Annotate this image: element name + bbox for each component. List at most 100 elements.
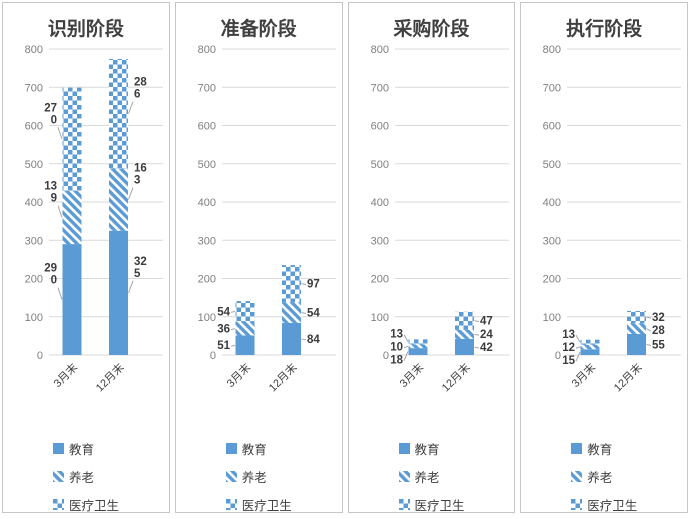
y-tick-label: 200 [370,274,388,286]
data-label: 42 [480,342,493,354]
data-label: 84 [307,334,320,346]
data-labels: 54 36 51 97 54 84 [217,279,320,353]
legend-swatch-diagonal-stripe-icon [398,471,410,482]
data-label: 12 [562,342,575,354]
label-leader-line [403,334,408,343]
data-label: 29 0 [44,263,57,287]
y-tick-label: 300 [370,235,388,247]
label-leader-line [646,316,652,319]
y-tick-label: 700 [543,82,561,94]
gridlines [394,48,509,356]
label-leader-line [301,338,306,341]
label-leader-line [403,351,408,361]
y-axis-labels: 0 100 200 300 400 500 600 700 800 [543,44,561,362]
data-label: 36 [217,324,230,336]
y-tick-label: 100 [543,312,561,324]
y-tick-label: 0 [382,350,388,362]
legend-swatch-solid-icon [398,443,410,454]
data-label: 55 [652,339,665,351]
data-label: 13 9 [44,180,57,204]
y-tick-label: 700 [197,82,215,94]
bar-segment-solid [235,335,255,355]
y-tick-label: 500 [543,159,561,171]
bar-segment-checker [627,311,647,324]
chart-title: 识别阶段 [47,19,124,40]
bar-segment-checker [235,301,255,322]
legend-item: 医疗卫生 [53,495,167,513]
label-leader-line [128,187,134,200]
data-label: 32 [652,312,665,324]
chart-legend: 教育 养老 医疗卫生 [571,439,685,512]
legend-swatch-checker-icon [398,499,410,510]
chart-panel-2: 准备阶段 0 100 200 300 400 500 600 700 800 54 36 51 97 54… [174,2,343,513]
y-tick-label: 500 [25,159,43,171]
bar-segment-diagonal-stripe [580,344,600,350]
legend-item: 教育 [225,439,340,458]
label-leader-line [646,343,652,346]
legend-label: 教育 [587,443,613,457]
y-tick-label: 400 [370,197,388,209]
data-label: 47 [480,316,493,328]
legend-item: 医疗卫生 [571,495,685,512]
chart-legend: 教育 养老 医疗卫生 [398,439,513,513]
bars [62,58,128,355]
legend-label: 教育 [414,443,440,457]
chart-title: 准备阶段 [220,19,297,40]
legend-label: 医疗卫生 [414,499,465,513]
x-axis-labels: 3月末 12月末 [569,360,645,394]
y-tick-label: 800 [543,44,561,56]
data-labels: 27 0 13 9 29 0 28 6 16 3 32 5 [44,77,147,300]
legend-swatch-solid-icon [225,443,237,454]
data-label: 18 [390,355,403,367]
y-tick-label: 300 [197,235,215,247]
label-leader-line [575,334,581,343]
data-label: 28 [652,325,665,337]
label-leader-line [301,312,306,315]
bar-segment-solid [454,338,474,355]
label-leader-line [128,280,134,294]
gridlines [567,48,682,356]
bar-segment-diagonal-stripe [235,321,255,336]
legend-label: 医疗卫生 [69,499,120,513]
chart-legend: 教育 养老 医疗卫生 [225,439,340,512]
legend-item: 教育 [571,439,685,458]
label-leader-line [575,351,581,362]
bar-segment-solid [408,348,427,355]
y-axis-labels: 0 100 200 300 400 500 600 700 800 [197,44,215,362]
label-leader-line [576,346,581,349]
data-label: 10 [390,342,403,354]
bar-segment-diagonal-stripe [454,329,474,339]
bars [235,265,301,355]
y-tick-label: 400 [25,197,43,209]
data-label: 54 [307,308,320,320]
label-leader-line [473,320,479,323]
y-tick-label: 100 [370,312,388,324]
chart-panel-1: 识别阶段 0 100 200 300 400 500 600 700 800 27 0 13 9 29 0 2… [2,2,170,513]
bar-segment-checker [454,311,474,330]
data-label: 97 [307,279,320,291]
bar-segment-checker [580,339,600,345]
legend-item: 教育 [53,439,167,458]
legend-item: 养老 [225,467,340,486]
y-tick-label: 600 [197,121,215,133]
label-leader-line [230,344,235,347]
label-leader-line [301,283,306,286]
y-tick-label: 600 [370,121,388,133]
x-category-label: 12月末 [438,360,472,394]
y-tick-label: 0 [210,350,216,362]
bar-segment-diagonal-stripe [408,344,427,349]
legend-swatch-checker-icon [571,499,583,510]
stacked-bar-chart: 0 100 200 300 400 500 600 700 800 27 0 13 9 29 0 28 6 16 3… [25,44,163,394]
chart-panel-3: 采购阶段 0 100 200 300 400 500 600 700 800 13 10 18 47 24… [347,2,516,513]
data-label: 13 [390,329,403,341]
data-label: 28 6 [134,77,147,101]
y-axis-labels: 0 100 200 300 400 500 600 700 800 [25,44,43,362]
y-tick-label: 200 [197,274,215,286]
legend-swatch-diagonal-stripe-icon [225,471,237,482]
legend-label: 养老 [69,471,95,485]
legend-label: 养老 [241,471,267,485]
label-leader-line [646,328,652,332]
